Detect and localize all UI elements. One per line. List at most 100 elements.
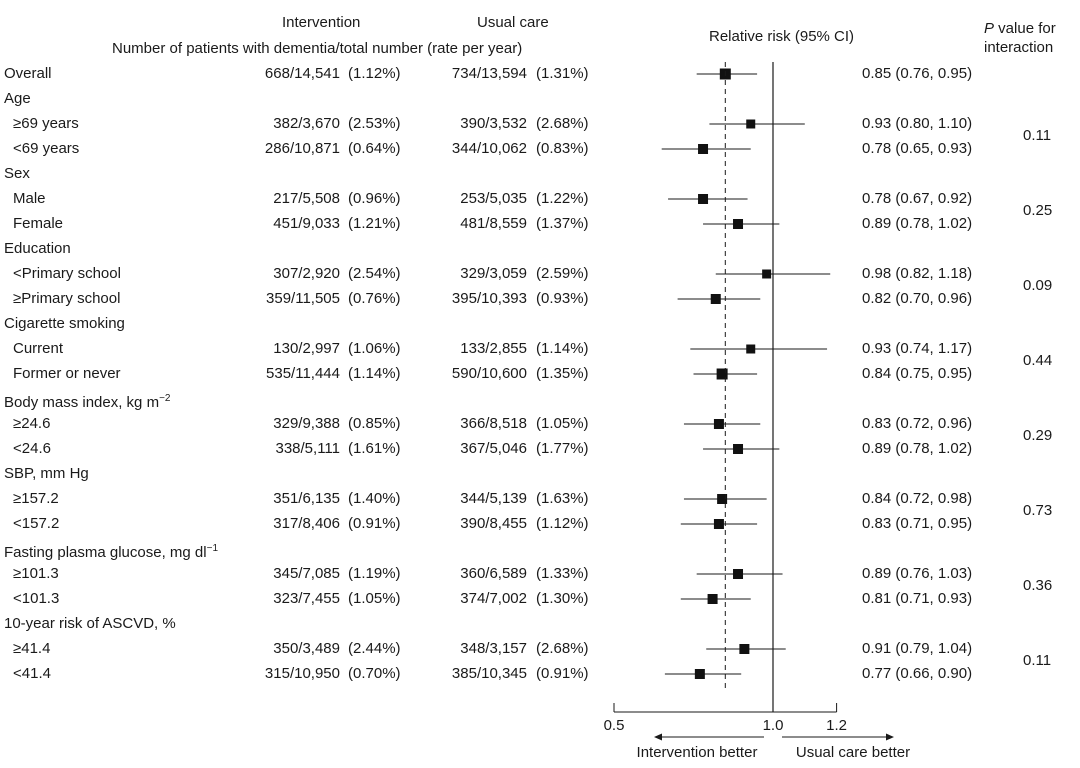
relative-risk-value: 0.91 (0.79, 1.04) <box>862 640 973 657</box>
usual-care-rate: (0.93%) <box>536 290 589 307</box>
intervention-rate: (2.54%) <box>348 265 401 282</box>
subgroup-label: Former or never <box>13 365 121 382</box>
usual-care-rate: (2.59%) <box>536 265 589 282</box>
usual-care-count: 366/8,518 <box>460 415 527 432</box>
point-estimate <box>707 594 718 604</box>
intervention-rate: (1.40%) <box>348 490 401 507</box>
intervention-rate: (1.06%) <box>348 340 401 357</box>
subgroup-label: <Primary school <box>13 265 121 282</box>
relative-risk-value: 0.84 (0.75, 0.95) <box>862 365 973 382</box>
group-label: Education <box>4 240 71 257</box>
count-subtitle: Number of patients with dementia/total n… <box>112 40 523 57</box>
intervention-rate: (1.05%) <box>348 590 401 607</box>
p-value: 0.36 <box>1023 576 1053 594</box>
group-label-superscript: −1 <box>206 543 219 554</box>
usual-care-count: 374/7,002 <box>460 590 527 607</box>
relative-risk-header: Relative risk (95% CI) <box>709 28 855 45</box>
group-label-text: Fasting plasma glucose, mg dl <box>4 544 207 561</box>
usual-care-rate: (2.68%) <box>536 640 589 657</box>
intervention-rate: (1.21%) <box>348 215 401 232</box>
point-estimate <box>746 344 756 354</box>
usual-care-count: 253/5,035 <box>460 190 527 207</box>
usual-care-rate: (1.35%) <box>536 365 589 382</box>
relative-risk-value: 0.77 (0.66, 0.90) <box>862 665 973 682</box>
point-estimate <box>717 494 728 504</box>
group-label: SBP, mm Hg <box>4 465 89 482</box>
usual-care-count: 481/8,559 <box>460 215 527 232</box>
usual-care-count: 344/5,139 <box>460 490 527 507</box>
relative-risk-value: 0.89 (0.78, 1.02) <box>862 440 973 457</box>
group-label: 10-year risk of ASCVD, % <box>4 615 176 632</box>
p-value-header-line2: interaction <box>984 39 1054 56</box>
point-estimate <box>733 569 744 579</box>
subgroup-label: ≥24.6 <box>13 415 51 432</box>
intervention-count: 668/14,541 <box>264 65 340 82</box>
usual-care-rate: (1.37%) <box>536 215 589 232</box>
intervention-count: 130/2,997 <box>273 340 340 357</box>
intervention-rate: (0.76%) <box>348 290 401 307</box>
relative-risk-value: 0.83 (0.72, 0.96) <box>862 415 973 432</box>
relative-risk-value: 0.84 (0.72, 0.98) <box>862 490 973 507</box>
point-estimate <box>694 669 705 679</box>
p-value: 0.09 <box>1023 276 1053 294</box>
intervention-rate: (0.64%) <box>348 140 401 157</box>
relative-risk-value: 0.89 (0.78, 1.02) <box>862 215 973 232</box>
usual-care-rate: (1.77%) <box>536 440 589 457</box>
usual-care-rate: (1.33%) <box>536 565 589 582</box>
point-estimate <box>713 519 724 529</box>
relative-risk-value: 0.93 (0.80, 1.10) <box>862 115 973 132</box>
point-estimate <box>716 368 728 380</box>
subgroup-label: <101.3 <box>13 590 60 607</box>
relative-risk-value: 0.83 (0.71, 0.95) <box>862 515 973 532</box>
point-estimate <box>739 644 750 654</box>
intervention-count: 323/7,455 <box>273 590 340 607</box>
p-value: 0.44 <box>1023 351 1053 369</box>
intervention-rate: (0.91%) <box>348 515 401 532</box>
intervention-rate: (2.53%) <box>348 115 401 132</box>
usual-care-header: Usual care <box>477 14 549 31</box>
point-estimate <box>746 119 756 129</box>
subgroup-label: Current <box>13 340 64 357</box>
intervention-rate: (1.19%) <box>348 565 401 582</box>
usual-care-count: 344/10,062 <box>451 140 527 157</box>
usual-care-count: 360/6,589 <box>460 565 527 582</box>
relative-risk-value: 0.78 (0.67, 0.92) <box>862 190 973 207</box>
usual-care-rate: (1.12%) <box>536 515 589 532</box>
p-value-header: P value for interaction <box>984 19 1056 57</box>
x-tick-label: 1.0 <box>763 717 784 734</box>
intervention-header: Intervention <box>282 14 361 31</box>
intervention-count: 338/5,111 <box>275 440 340 457</box>
usual-care-rate: (1.30%) <box>536 590 589 607</box>
usual-care-rate: (2.68%) <box>536 115 589 132</box>
point-estimate <box>698 194 709 204</box>
p-value-header-rest: value for <box>994 20 1056 37</box>
usual-care-count: 590/10,600 <box>451 365 527 382</box>
p-value: 0.73 <box>1023 501 1053 519</box>
usual-care-count: 367/5,046 <box>460 440 527 457</box>
p-value-italic: P <box>984 20 995 37</box>
usual-care-rate: (1.63%) <box>536 490 589 507</box>
subgroup-label: ≥41.4 <box>13 640 51 657</box>
intervention-count: 317/8,406 <box>273 515 340 532</box>
intervention-count: 382/3,670 <box>273 115 340 132</box>
relative-risk-value: 0.82 (0.70, 0.96) <box>862 290 973 307</box>
usual-care-count: 390/3,532 <box>460 115 527 132</box>
overall-label: Overall <box>4 65 52 82</box>
group-label-text: Body mass index, kg m <box>4 394 160 411</box>
relative-risk-value: 0.98 (0.82, 1.18) <box>862 265 973 282</box>
group-label: Body mass index, kg m−2 <box>4 390 170 412</box>
usual-care-rate: (1.31%) <box>536 65 589 82</box>
p-value: 0.29 <box>1023 426 1053 444</box>
usual-care-count: 395/10,393 <box>451 290 527 307</box>
subgroup-label: ≥101.3 <box>13 565 59 582</box>
point-estimate <box>733 219 744 229</box>
point-estimate <box>762 269 772 279</box>
group-label: Sex <box>4 165 30 182</box>
relative-risk-value: 0.93 (0.74, 1.17) <box>862 340 973 357</box>
subgroup-label: ≥157.2 <box>13 490 59 507</box>
subgroup-label: <157.2 <box>13 515 60 532</box>
relative-risk-value: 0.78 (0.65, 0.93) <box>862 140 973 157</box>
subgroup-label: ≥69 years <box>13 115 79 132</box>
point-estimate <box>713 419 724 429</box>
subgroup-label: Male <box>13 190 46 207</box>
